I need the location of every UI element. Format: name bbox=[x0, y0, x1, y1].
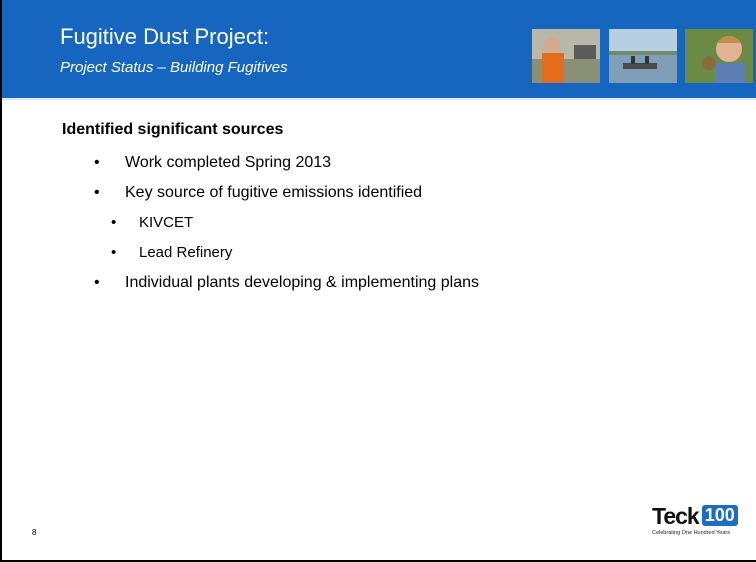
page-number: 8 bbox=[32, 528, 36, 537]
photo-boat bbox=[609, 29, 677, 83]
section-heading: Identified significant sources bbox=[62, 121, 283, 139]
header-band: Fugitive Dust Project: Project Status – … bbox=[2, 0, 756, 100]
bullet-text: Key source of fugitive emissions identif… bbox=[125, 184, 422, 201]
photo-child bbox=[685, 29, 753, 83]
sub-bullet-text: Lead Refinery bbox=[139, 244, 232, 261]
bullet-text: Work completed Spring 2013 bbox=[125, 154, 331, 171]
slide: Fugitive Dust Project: Project Status – … bbox=[0, 0, 756, 562]
sub-bullet: KIVCET bbox=[111, 211, 479, 241]
bullet: Key source of fugitive emissions identif… bbox=[94, 181, 479, 271]
bullet: Individual plants developing & implement… bbox=[94, 271, 479, 301]
bullet-list: Work completed Spring 2013 Key source of … bbox=[94, 151, 479, 301]
logo-tagline: Celebrating One Hundred Years bbox=[652, 530, 748, 536]
sub-bullet-text: KIVCET bbox=[139, 214, 193, 231]
logo-badge: 100 bbox=[702, 505, 738, 526]
photo-worker bbox=[532, 29, 600, 83]
bullet-text: Individual plants developing & implement… bbox=[125, 274, 479, 291]
sub-bullet: Lead Refinery bbox=[111, 241, 479, 271]
bullet: Work completed Spring 2013 bbox=[94, 151, 479, 181]
logo-name: Teck bbox=[652, 503, 699, 529]
title: Fugitive Dust Project: bbox=[60, 24, 269, 50]
sub-list: KIVCET Lead Refinery bbox=[111, 211, 479, 271]
subtitle: Project Status – Building Fugitives bbox=[60, 59, 288, 76]
